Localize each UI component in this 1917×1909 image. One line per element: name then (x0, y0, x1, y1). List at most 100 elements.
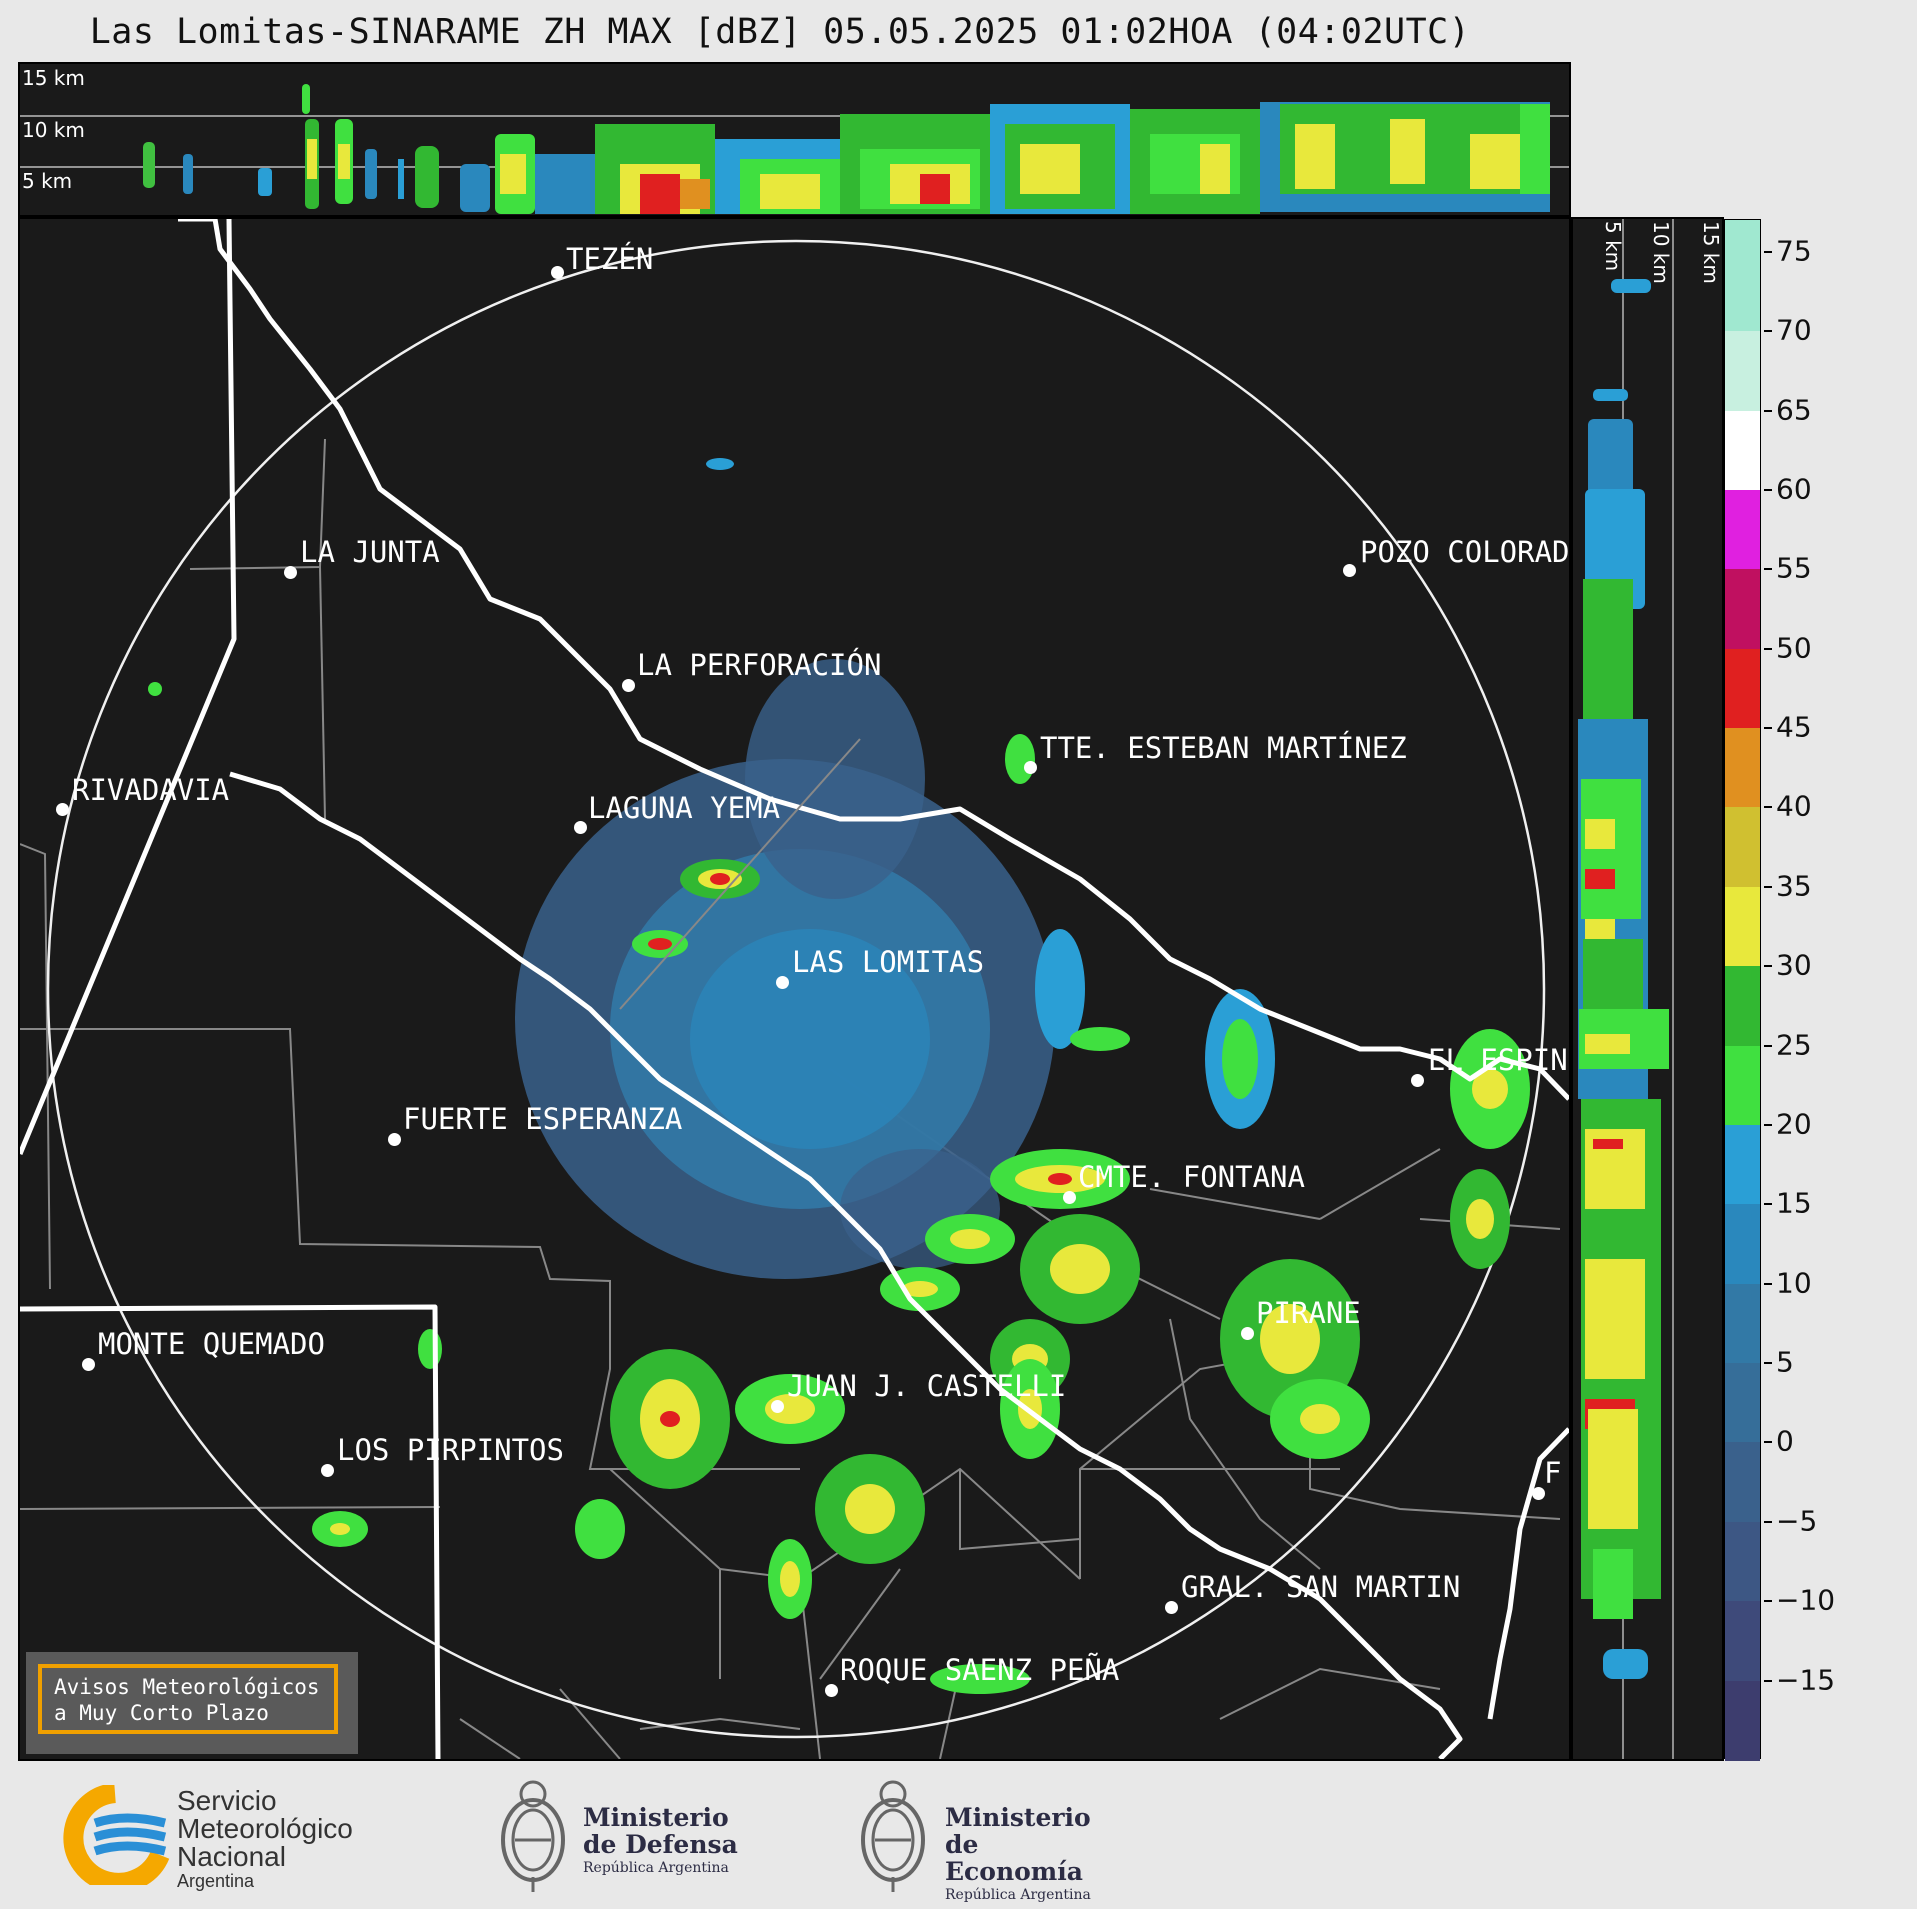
colorbar-tick (1764, 806, 1772, 809)
colorbar-tick-label: 65 (1776, 393, 1812, 426)
beam-line (619, 738, 861, 1010)
colorbar-segment (1725, 1521, 1760, 1603)
city-label-roque-saenz-pena: ROQUE SAENZ PEÑA (840, 1653, 1120, 1687)
city-dot-roque-saenz-pena (825, 1684, 838, 1697)
colorbar-segment (1725, 648, 1760, 730)
colorbar-segment (1725, 1204, 1760, 1285)
economia-line-1: Ministerio (945, 1803, 1091, 1832)
colorbar-tick (1764, 1044, 1772, 1047)
colorbar-tick (1764, 330, 1772, 333)
coat-of-arms-icon (501, 1780, 565, 1892)
radar-clutter (515, 659, 1055, 1279)
city-label-pirane: PIRANE (1256, 1296, 1361, 1330)
colorbar-tick-label: 25 (1776, 1028, 1812, 1062)
colorbar-tick-label: 20 (1776, 1107, 1812, 1141)
city-dot-cmte-fontana (1063, 1191, 1076, 1204)
smn-line-2: Meteorológico (177, 1813, 353, 1844)
colorbar-tick (1764, 647, 1772, 650)
defensa-line-3: República Argentina (583, 1860, 729, 1876)
colorbar-tick (1764, 1123, 1772, 1126)
colorbar-segment (1725, 886, 1760, 968)
top-altitude-profile: 15 km 10 km 5 km (18, 62, 1571, 217)
colorbar-tick (1764, 1520, 1772, 1523)
city-label-tte-esteban-martinez: TTE. ESTEBAN MARTÍNEZ (1040, 731, 1407, 765)
colorbar-tick-label: 35 (1776, 869, 1812, 903)
city-dot-f (1532, 1487, 1545, 1500)
top-profile-echoes (143, 84, 1550, 214)
colorbar-tick (1764, 727, 1772, 730)
side-alt-label-15km: 15 km (1699, 221, 1723, 284)
warning-box-border: Avisos Meteorológicos a Muy Corto Plazo (38, 1664, 338, 1734)
colorbar-tick-label: 60 (1776, 472, 1812, 506)
colorbar-tick-label: 10 (1776, 1266, 1812, 1300)
warning-line-1: Avisos Meteorológicos (54, 1675, 320, 1699)
colorbar-tick (1764, 1600, 1772, 1603)
city-dot-la-perforacion (622, 679, 635, 692)
colorbar-segment (1725, 489, 1760, 571)
colorbar-tick (1764, 1679, 1772, 1682)
city-dot-fuerte-esperanza (388, 1133, 401, 1146)
city-label-fuerte-esperanza: FUERTE ESPERANZA (403, 1102, 683, 1136)
colorbar-tick (1764, 409, 1772, 412)
city-label-tezen: TEZÉN (566, 242, 654, 276)
city-label-pozo-colorado: POZO COLORAD (1360, 535, 1570, 569)
city-dot-las-lomitas (776, 976, 789, 989)
colorbar-tick (1764, 885, 1772, 888)
colorbar-tick (1764, 1441, 1772, 1444)
colorbar-segment (1725, 1601, 1760, 1682)
city-label-monte-quemado: MONTE QUEMADO (98, 1327, 325, 1361)
department-borders (20, 438, 1561, 1759)
colorbar-segment (1725, 1363, 1760, 1444)
colorbar-segment (1725, 1283, 1760, 1365)
city-dot-monte-quemado (82, 1358, 95, 1371)
city-dot-laguna-yema (574, 821, 587, 834)
colorbar-segment (1725, 807, 1760, 888)
colorbar-tick-label: 15 (1776, 1186, 1812, 1220)
economia-line-3: República Argentina (945, 1887, 1091, 1903)
city-label-cmte-fontana: CMTE. FONTANA (1078, 1160, 1305, 1194)
colorbar-segment (1725, 220, 1760, 333)
colorbar-segment (1725, 1124, 1760, 1206)
smn-logo: Servicio Meteorológico Nacional Argentin… (55, 1785, 395, 1895)
city-label-rivadavia: RIVADAVIA (72, 773, 230, 807)
colorbar-segment (1725, 728, 1760, 809)
city-label-la-junta: LA JUNTA (300, 535, 440, 569)
smn-emblem-icon (63, 1785, 170, 1885)
alt-label-15km: 15 km (22, 66, 85, 90)
colorbar-tick-label: −5 (1776, 1504, 1818, 1538)
colorbar-tick (1764, 568, 1772, 571)
side-alt-label-10km: 10 km (1649, 221, 1673, 284)
colorbar-tick-label: 45 (1776, 710, 1812, 744)
city-label-el-espin: EL ESPIN (1428, 1043, 1568, 1077)
colorbar-tick-label: 30 (1776, 948, 1812, 982)
warning-line-2: a Muy Corto Plazo (54, 1701, 269, 1725)
province-borders (20, 219, 1569, 1759)
side-profile-echoes (1578, 279, 1669, 1679)
city-dot-tezen (551, 266, 564, 279)
colorbar-segment (1725, 410, 1760, 491)
city-dot-pozo-colorado (1343, 564, 1356, 577)
colorbar-segment (1725, 966, 1760, 1047)
dbz-colorbar (1724, 219, 1761, 1761)
colorbar-tick (1764, 488, 1772, 491)
colorbar-segment (1725, 1045, 1760, 1126)
warning-box[interactable]: Avisos Meteorológicos a Muy Corto Plazo (26, 1652, 358, 1754)
city-dot-los-pirpintos (321, 1464, 334, 1477)
defensa-line-2: de Defensa (583, 1830, 738, 1859)
colorbar-tick (1764, 965, 1772, 968)
city-label-laguna-yema: LAGUNA YEMA (588, 791, 781, 825)
defensa-line-1: Ministerio (583, 1803, 729, 1832)
city-dot-la-junta (284, 566, 297, 579)
colorbar-tick-label: −15 (1776, 1663, 1836, 1697)
colorbar-tick-label: 70 (1776, 313, 1812, 347)
city-label-gral-san-martin: GRAL. SAN MARTIN (1181, 1570, 1461, 1604)
alt-label-5km: 5 km (22, 169, 73, 193)
colorbar-tick-label: 0 (1776, 1424, 1794, 1458)
city-label-los-pirpintos: LOS PIRPINTOS (337, 1433, 564, 1467)
colorbar-tick-label: 40 (1776, 789, 1812, 823)
smn-line-3: Nacional (177, 1841, 286, 1872)
city-label-la-perforacion: LA PERFORACIÓN (637, 648, 882, 682)
smn-line-4: Argentina (177, 1871, 255, 1891)
smn-line-1: Servicio (177, 1785, 277, 1816)
city-dot-pirane (1241, 1327, 1254, 1340)
